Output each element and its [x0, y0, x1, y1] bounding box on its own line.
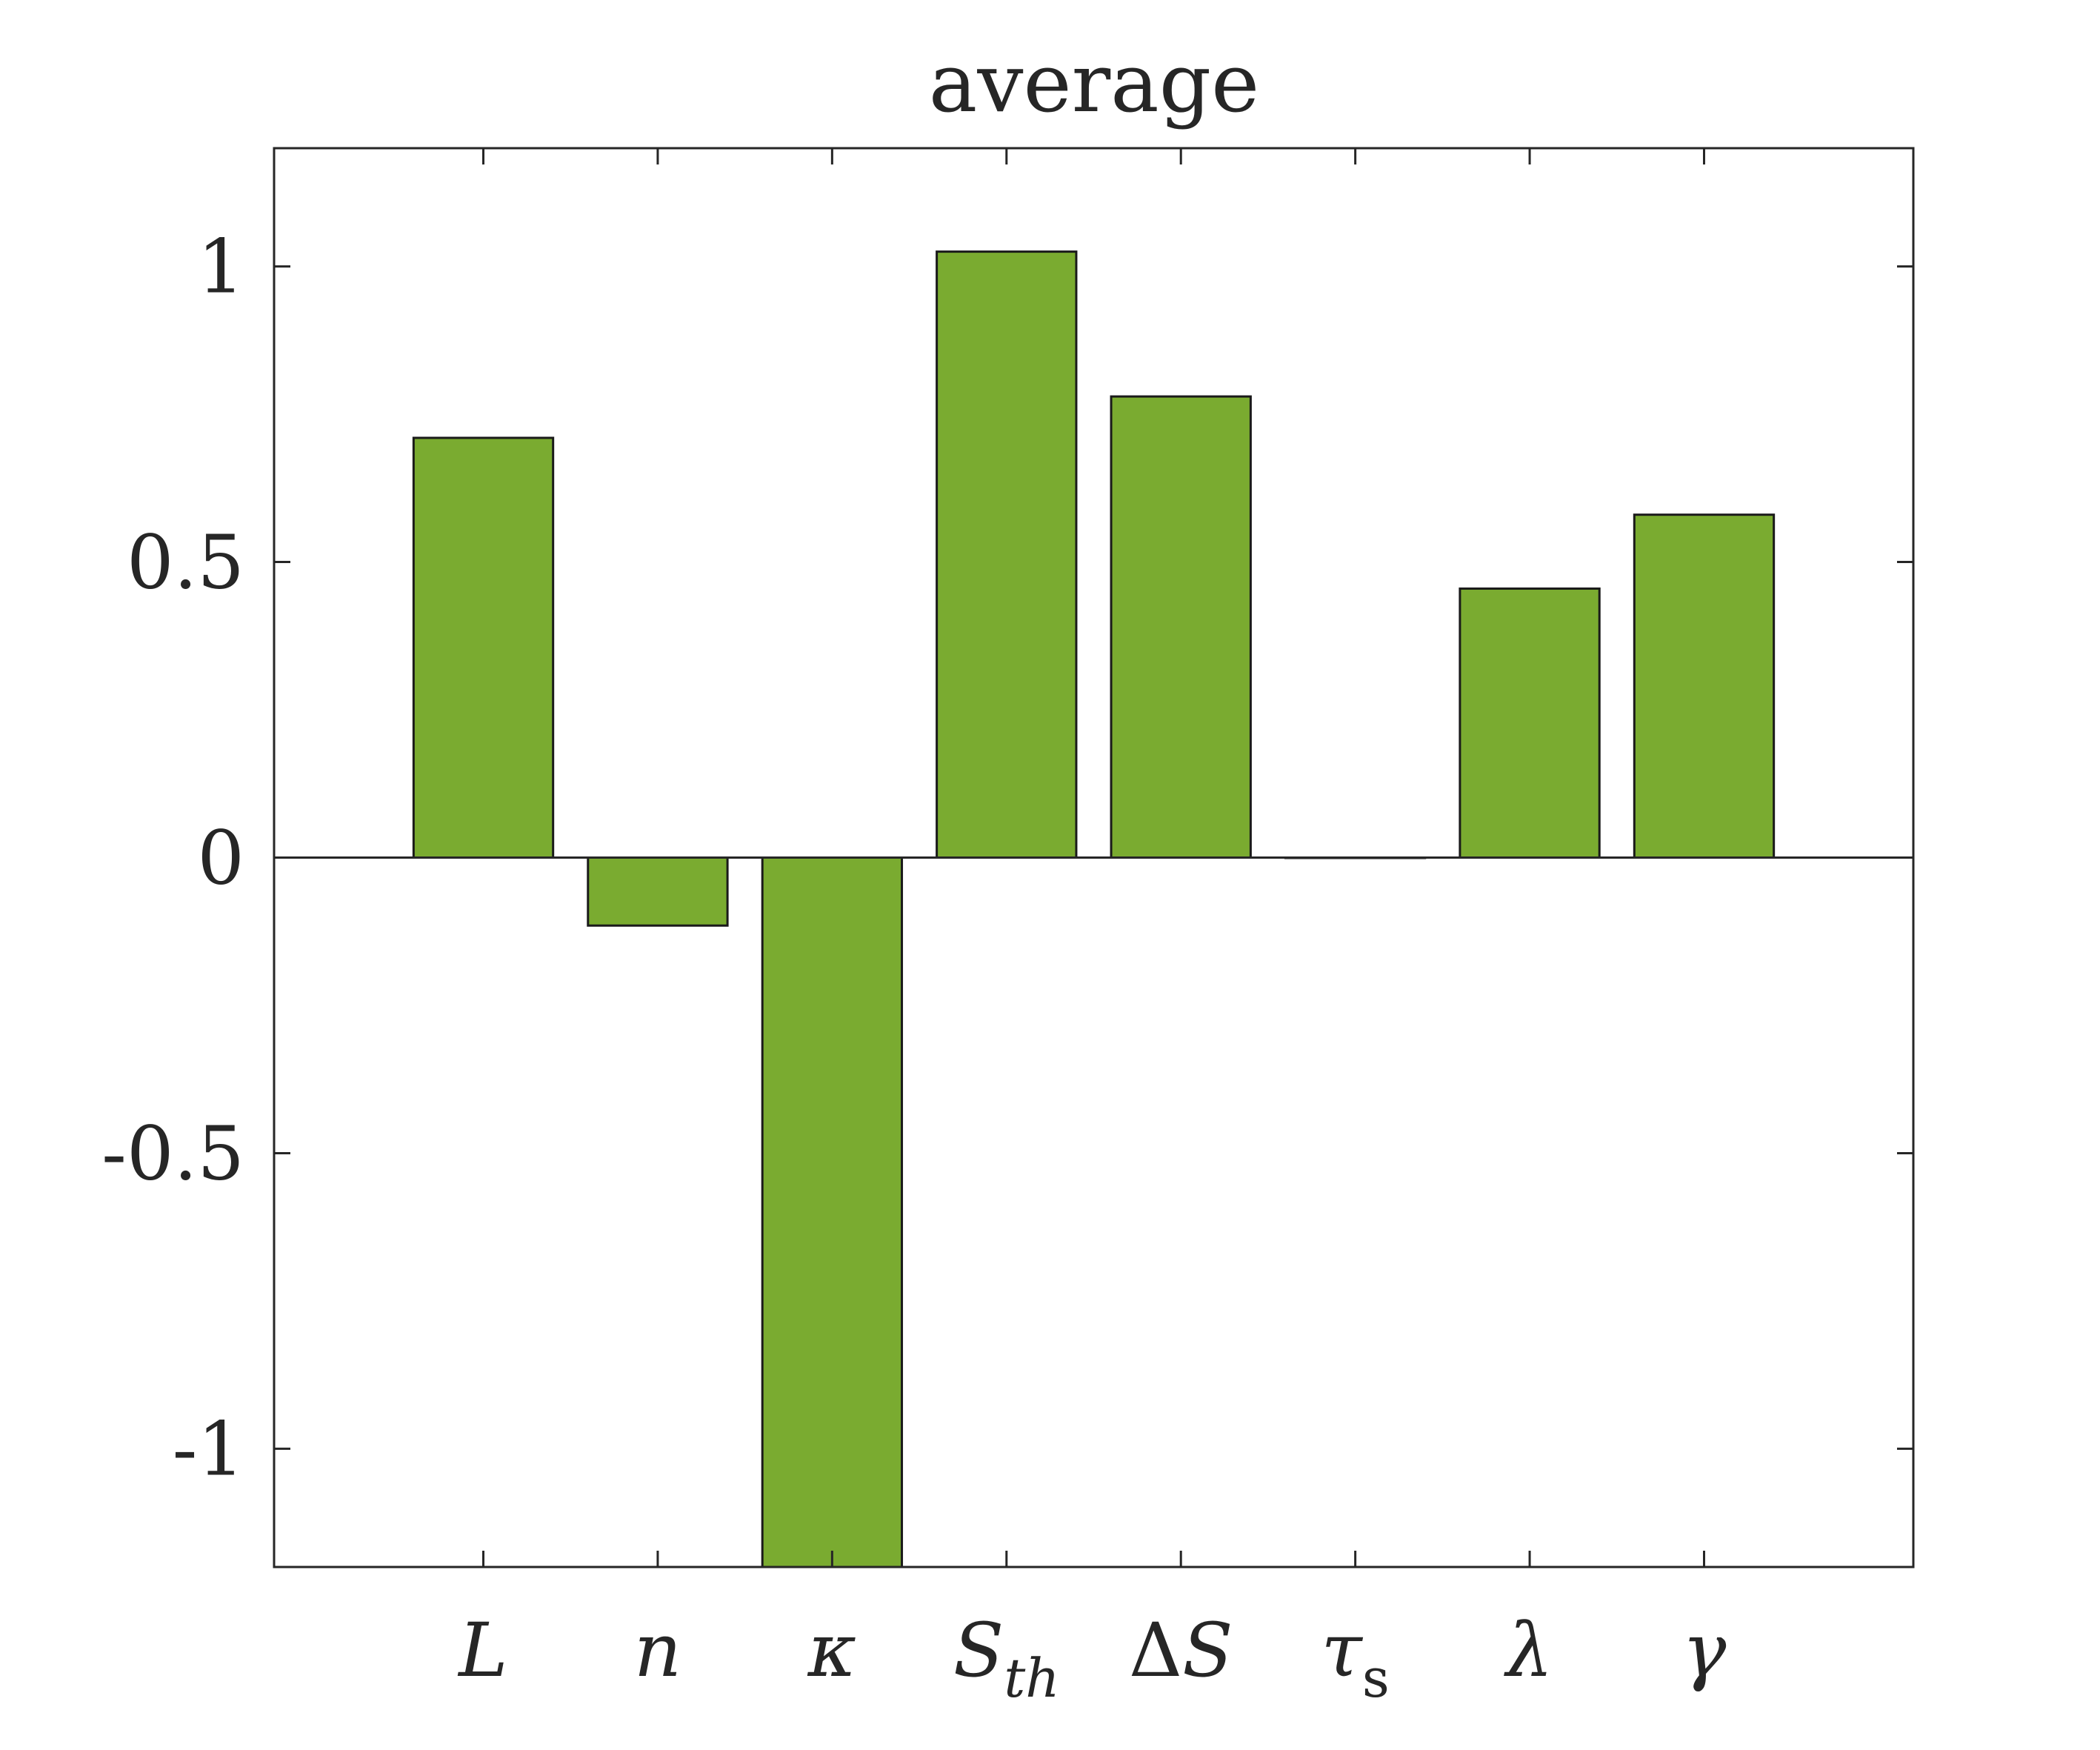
x-tick-label-subscript: th	[1004, 1647, 1059, 1709]
x-tick-label-subscript: s	[1362, 1647, 1390, 1709]
x-tick-label-base: S	[953, 1607, 1004, 1694]
x-tick-label-delta: Δ	[1129, 1607, 1182, 1694]
x-tick-label: λ	[1503, 1607, 1553, 1694]
y-tick-label: -1	[173, 1405, 244, 1492]
x-tick-label-base: τ	[1321, 1607, 1363, 1694]
chart-title: average	[929, 36, 1260, 130]
y-tick-label: 1	[197, 224, 244, 310]
x-tick-label: ΔS	[1129, 1607, 1233, 1694]
bar-3	[761, 856, 904, 1568]
bar-8	[1633, 513, 1776, 859]
bar-2	[587, 856, 729, 927]
x-tick-label: L	[457, 1607, 507, 1694]
x-tick-label-base: n	[634, 1607, 681, 1694]
bar-1	[412, 436, 555, 859]
x-tick-label-base: γ	[1682, 1607, 1727, 1694]
x-tick-label: κ	[807, 1607, 857, 1694]
y-tick-label: -0.5	[101, 1110, 244, 1197]
x-tick-label-base: L	[457, 1607, 507, 1694]
bars-group	[412, 250, 1776, 1568]
x-tick-label: Sth	[953, 1607, 1060, 1709]
x-tick-label-base: λ	[1503, 1607, 1553, 1694]
x-tick-label: γ	[1682, 1607, 1727, 1694]
y-tick-label: 0	[197, 815, 244, 902]
ticks-group	[274, 148, 1913, 1567]
bar-7	[1459, 587, 1601, 859]
x-tick-label: τs	[1321, 1607, 1389, 1709]
y-tick-labels: 1 0.5 0 -0.5 -1	[101, 224, 244, 1493]
x-tick-label: n	[634, 1607, 681, 1694]
bar-4	[936, 250, 1078, 859]
bar-5	[1110, 395, 1252, 859]
x-tick-label-base: S	[1182, 1607, 1233, 1694]
y-tick-label: 0.5	[127, 519, 244, 606]
x-tick-label-base: κ	[807, 1607, 857, 1694]
